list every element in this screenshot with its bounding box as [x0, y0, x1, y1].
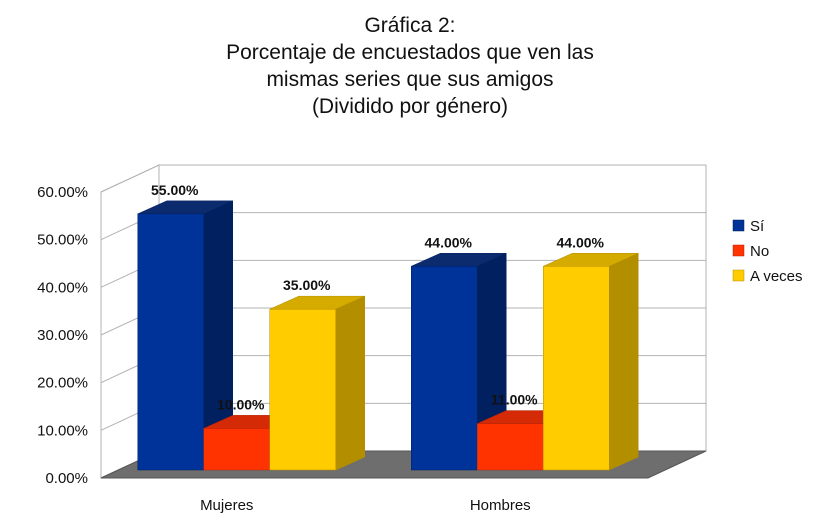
bar-top-face	[411, 253, 507, 267]
bar-side-face	[335, 295, 365, 471]
bar-top-face	[543, 253, 639, 267]
bar	[411, 266, 478, 471]
legend-label: Sí	[750, 218, 765, 235]
chart-title-line: mismas series que sus amigos	[266, 68, 554, 91]
bar-top-face	[269, 295, 365, 310]
x-category-label: Mujeres	[200, 497, 253, 514]
chart-title-line: Porcentaje de encuestados que ven las	[226, 41, 594, 64]
y-tick-label: 40.00%	[37, 279, 88, 296]
legend-swatch	[732, 244, 745, 257]
chart-title: Gráfica 2: Porcentaje de encuestados que…	[160, 12, 660, 120]
chart-title-line: Gráfica 2:	[364, 14, 456, 37]
data-label: 35.00%	[283, 277, 331, 293]
gridline	[100, 164, 706, 193]
bar	[477, 423, 544, 471]
y-tick-label: 20.00%	[37, 375, 88, 392]
legend-label: No	[750, 243, 769, 260]
y-tick-label: 0.00%	[45, 470, 88, 487]
bar	[137, 213, 204, 471]
data-label: 11.00%	[491, 392, 538, 408]
bar	[543, 266, 610, 471]
data-label: 44.00%	[557, 234, 605, 250]
data-label: 10.00%	[217, 396, 265, 412]
bar-top-face	[137, 200, 233, 215]
y-tick-label: 10.00%	[37, 422, 88, 439]
bar-side-face	[609, 252, 639, 471]
y-tick-label: 30.00%	[37, 327, 88, 344]
bar	[269, 308, 336, 471]
y-tick-label: 60.00%	[37, 184, 88, 201]
x-category-label: Hombres	[470, 497, 531, 514]
chart-title-line: (Dividido por género)	[311, 95, 509, 118]
y-tick-label: 50.00%	[37, 232, 88, 249]
legend-swatch	[732, 269, 745, 282]
data-label: 55.00%	[151, 182, 199, 198]
legend-label: A veces	[750, 268, 803, 285]
bar	[203, 428, 270, 471]
legend-swatch	[732, 219, 745, 232]
data-label: 44.00%	[425, 234, 473, 250]
